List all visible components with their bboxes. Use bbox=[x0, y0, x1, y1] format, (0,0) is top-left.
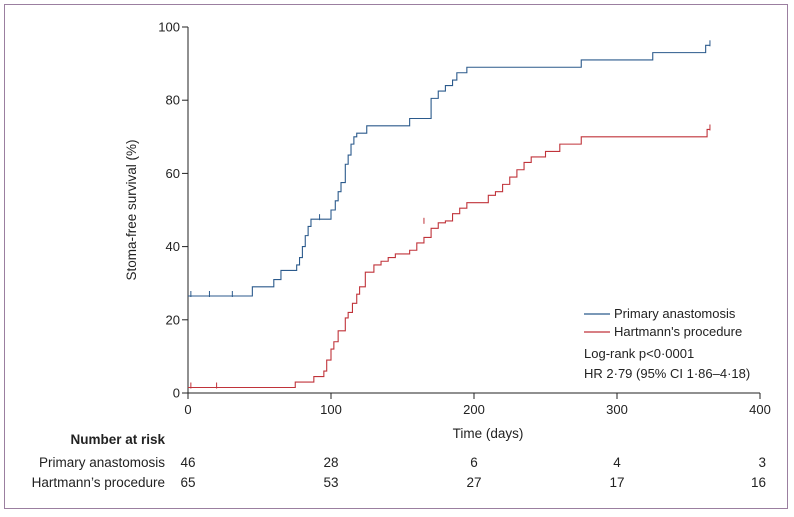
y-tick-label: 20 bbox=[166, 312, 180, 327]
x-tick-label: 100 bbox=[320, 402, 342, 417]
y-tick-label: 0 bbox=[173, 386, 180, 401]
y-tick-label: 60 bbox=[166, 166, 180, 181]
x-axis-title: Time (days) bbox=[453, 426, 524, 441]
risk-value-primary: 4 bbox=[613, 455, 621, 470]
legend: Primary anastomosis Hartmann's procedure… bbox=[584, 306, 750, 381]
x-tick-label: 200 bbox=[463, 402, 485, 417]
risk-value-hartmann: 17 bbox=[609, 475, 624, 490]
figure-frame bbox=[4, 4, 788, 509]
risk-value-primary: 6 bbox=[470, 455, 478, 470]
y-axis-title: Stoma-free survival (%) bbox=[124, 139, 139, 280]
risk-value-hartmann: 53 bbox=[323, 475, 338, 490]
risk-row-label-hartmann: Hartmann’s procedure bbox=[32, 475, 165, 490]
annotation-logrank: Log-rank p<0·0001 bbox=[584, 346, 694, 361]
curve-hartmann bbox=[188, 128, 710, 389]
risk-row-label-primary: Primary anastomosis bbox=[39, 455, 165, 470]
risk-value-primary: 28 bbox=[323, 455, 338, 470]
legend-label-hartmann: Hartmann's procedure bbox=[614, 324, 742, 339]
x-tick-label: 400 bbox=[749, 402, 771, 417]
y-tick-label: 100 bbox=[158, 20, 180, 35]
curve-primary-anastomosis bbox=[188, 44, 710, 297]
risk-value-hartmann: 65 bbox=[180, 475, 195, 490]
y-tick-label: 40 bbox=[166, 239, 180, 254]
y-tick-label: 80 bbox=[166, 93, 180, 108]
risk-value-hartmann: 16 bbox=[751, 475, 766, 490]
risk-value-primary: 3 bbox=[758, 455, 766, 470]
x-tick-label: 300 bbox=[606, 402, 628, 417]
risk-value-hartmann: 27 bbox=[466, 475, 481, 490]
annotation-hr: HR 2·79 (95% CI 1·86–4·18) bbox=[584, 366, 750, 381]
risk-value-primary: 46 bbox=[180, 455, 195, 470]
risk-table-title: Number at risk bbox=[70, 432, 165, 447]
x-tick-label: 0 bbox=[184, 402, 191, 417]
legend-label-primary: Primary anastomosis bbox=[614, 306, 736, 321]
